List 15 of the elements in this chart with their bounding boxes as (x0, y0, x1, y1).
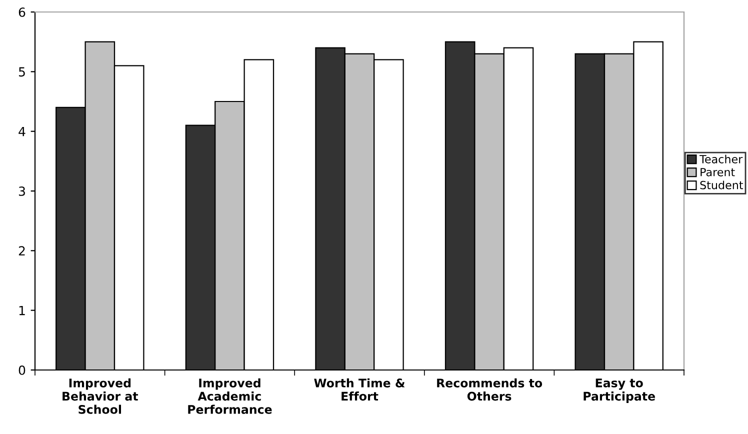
y-tick-label: 1 (19, 306, 25, 316)
legend-label: Parent (700, 168, 735, 176)
y-tick-label: 6 (18, 7, 26, 17)
x-tick-label: Recommends to Others (437, 378, 542, 401)
y-tick-label: 5 (18, 67, 25, 77)
legend-label: Student (700, 180, 744, 190)
x-tick-label: Improved Behavior at School (62, 378, 138, 414)
x-tick-label: Worth Time & Effort (314, 378, 405, 401)
legend-label: Teacher (700, 154, 743, 164)
x-tick-label: Improved Academic Performance (188, 378, 272, 414)
y-tick-label: 0 (18, 365, 26, 375)
y-tick-label: 2 (18, 246, 25, 256)
x-tick-label: Easy to Participate (584, 378, 655, 403)
y-tick-label: 3 (18, 186, 25, 196)
y-tick-label: 4 (18, 126, 26, 136)
